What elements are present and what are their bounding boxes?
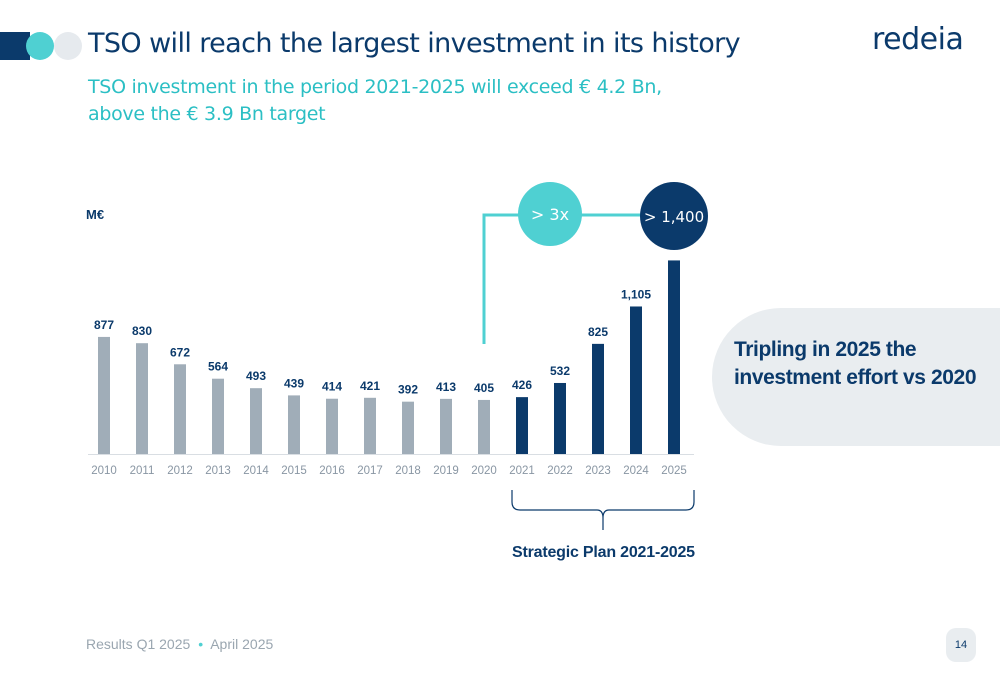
bar-2010 [98,336,110,454]
side-panel-text: Tripling in 2025 the investment effort v… [734,336,984,392]
growth-bubble-label: > 3x [531,205,569,224]
x-tick-2019: 2019 [433,465,459,477]
bar-2016 [326,398,338,454]
x-tick-2018: 2018 [395,465,421,477]
page-subtitle: TSO investment in the period 2021-2025 w… [88,74,688,128]
bar-2021 [516,397,528,454]
x-tick-2011: 2011 [130,465,155,477]
x-tick-2010: 2010 [91,465,117,477]
data-label-2024: 1,105 [621,287,651,301]
redeia-logo: redeia [872,22,964,57]
data-label-2020: 405 [474,381,494,395]
unit-label: M€ [86,207,105,222]
data-label-2012: 672 [170,345,190,359]
data-label-2013: 564 [208,360,228,374]
data-label-2011: 830 [132,324,152,338]
side-panel-line-2: investment effort vs 2020 [734,366,977,389]
footer-date: April 2025 [210,636,274,652]
data-label-2014: 493 [246,369,266,383]
bar-2014 [250,388,262,454]
growth-bubble [518,182,582,246]
bar-2015 [288,395,300,454]
x-tick-2020: 2020 [471,465,497,477]
bar-2017 [364,397,376,454]
data-label-2015: 439 [284,376,304,390]
footer-report: Results Q1 2025 [86,636,191,652]
page-number: 14 [946,628,976,662]
page-title: TSO will reach the largest investment in… [88,28,741,59]
data-label-2023: 825 [588,325,608,339]
x-tick-2023: 2023 [585,465,611,477]
x-tick-2022: 2022 [547,465,573,477]
bar-2020 [478,399,490,454]
bar-2012 [174,364,186,454]
accent-bar [0,32,30,60]
target-bubble [640,182,708,250]
bar-2023 [592,343,604,454]
bar-2024 [630,306,642,454]
data-label-2021: 426 [512,378,532,392]
x-tick-2012: 2012 [167,465,193,477]
footer: Results Q1 2025 • April 2025 [86,636,273,652]
subtitle-line-2: above the € 3.9 Bn target [88,103,326,125]
data-label-2016: 414 [322,380,342,394]
x-tick-2025: 2025 [661,465,687,477]
x-tick-2024: 2024 [623,465,649,477]
bar-2018 [402,401,414,454]
side-panel-line-1: Tripling in 2025 the [734,338,917,361]
strategic-plan-label: Strategic Plan 2021-2025 [512,544,695,561]
data-label-2017: 421 [360,379,380,393]
accent-dot-teal [26,32,54,60]
x-tick-2021: 2021 [509,465,535,477]
target-bubble-label: > 1,400 [644,208,704,226]
data-label-2010: 877 [94,318,114,332]
side-panel [712,308,1000,446]
subtitle-line-1: TSO investment in the period 2021-2025 w… [88,76,662,98]
x-tick-2017: 2017 [357,465,383,477]
growth-connector [482,213,644,344]
data-label-2018: 392 [398,383,418,397]
bar-2013 [212,378,224,454]
x-tick-2014: 2014 [243,465,269,477]
bar-2025 [668,260,680,454]
bar-2019 [440,398,452,454]
strategic-plan-brace [511,490,695,530]
investment-bar-chart: 877 2010 830 2011 672 2012 564 2013 493 2014 439 20… [88,182,708,530]
x-tick-2015: 2015 [281,465,307,477]
data-label-2019: 413 [436,380,456,394]
bar-2011 [136,343,148,454]
footer-separator: • [198,636,204,652]
x-tick-2016: 2016 [319,465,345,477]
data-label-2022: 532 [550,364,570,378]
accent-dot-grey [54,32,82,60]
bar-2022 [554,382,566,454]
x-tick-2013: 2013 [205,465,231,477]
